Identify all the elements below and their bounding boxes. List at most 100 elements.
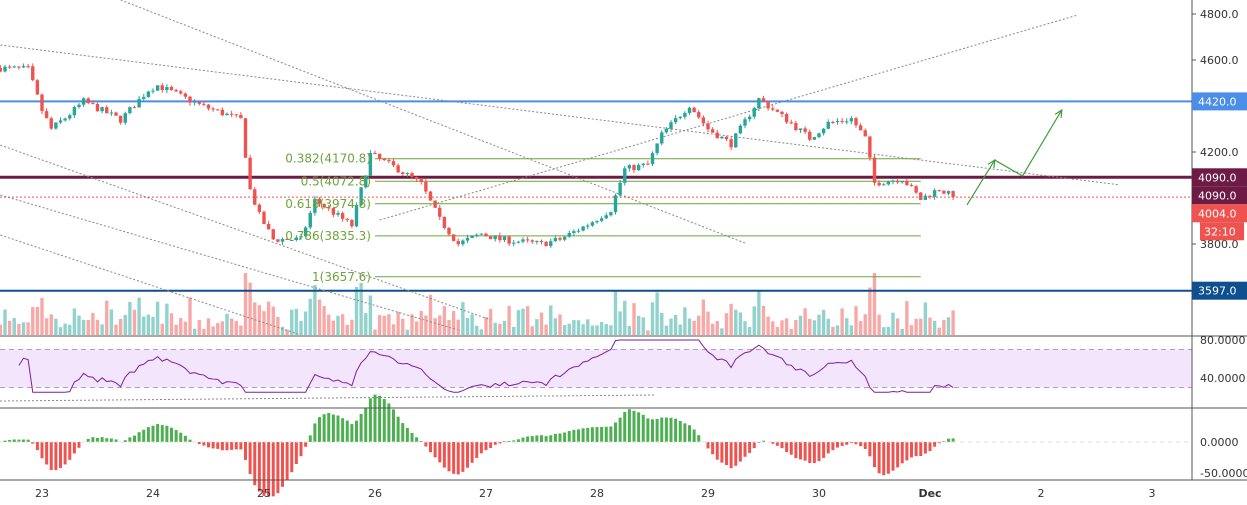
macd-histogram-bar: [637, 412, 641, 442]
candle-body: [387, 160, 391, 162]
candle-body: [669, 122, 673, 129]
drawings[interactable]: [0, 0, 1192, 335]
candle-body: [419, 179, 423, 182]
volume-bar: [183, 321, 188, 335]
macd-histogram-bar: [225, 442, 229, 451]
volume-bar: [761, 305, 766, 335]
volume-bar: [336, 315, 340, 335]
volume-bar: [932, 320, 937, 335]
volume-bar: [68, 324, 72, 335]
volume-bar: [179, 318, 183, 335]
volume-bar: [475, 325, 479, 335]
candle-body: [599, 218, 604, 221]
candle-body: [858, 125, 863, 131]
volume-bar: [697, 315, 701, 335]
candle-body: [54, 122, 58, 129]
volume-bar: [419, 311, 423, 335]
volume-bar: [738, 312, 743, 335]
candle-body: [794, 122, 798, 130]
candle-body: [521, 239, 525, 242]
fib-level-label: 0.382(4170.8): [285, 152, 371, 166]
volume-bar: [590, 325, 595, 335]
volume-bar: [521, 308, 525, 335]
candle-body: [914, 186, 918, 193]
volume-bar: [498, 323, 502, 335]
candle-body: [512, 242, 516, 244]
macd-histogram-bar: [660, 417, 664, 442]
volume-bar: [757, 291, 761, 335]
volume-bar: [937, 327, 941, 335]
candle-body: [165, 87, 169, 91]
volume-bar: [849, 325, 854, 335]
candle-body: [377, 153, 382, 159]
candle-body: [456, 241, 460, 245]
macd-histogram-bar: [105, 438, 109, 442]
macd-histogram-bar: [577, 429, 580, 442]
macd-histogram-bar: [49, 442, 53, 470]
candle-body: [188, 96, 192, 103]
volume-bar: [567, 323, 571, 335]
macd-histogram-bar: [433, 442, 437, 458]
candle-body: [484, 233, 488, 237]
candle-body: [414, 176, 419, 180]
volume-bar: [646, 330, 650, 335]
candle-body: [775, 109, 780, 112]
macd-histogram-bar: [836, 442, 839, 448]
macd-histogram-bar: [179, 432, 183, 442]
volume-bar: [118, 318, 123, 335]
candle-body: [877, 182, 881, 186]
volume-bar: [146, 314, 151, 335]
volume-bar: [225, 313, 229, 335]
volume-bar: [91, 312, 95, 335]
candle-body: [206, 104, 211, 109]
volume-bar: [701, 299, 706, 335]
candle-body: [891, 180, 895, 182]
macd-histogram-bar: [12, 439, 16, 442]
macd-histogram-bar: [572, 429, 576, 442]
volume-bar: [243, 273, 248, 335]
candle-body: [299, 236, 303, 238]
volume-bar: [359, 282, 363, 335]
candle-body: [553, 238, 558, 242]
candle-body: [812, 137, 817, 140]
macd-histogram-bar: [322, 414, 326, 442]
fib-level-label: 0.5(4072.8): [301, 174, 371, 188]
candle-body: [641, 163, 645, 165]
candle-body: [118, 115, 123, 123]
volume-bar: [891, 312, 895, 335]
volume-bar: [44, 318, 49, 335]
candle-body: [475, 234, 479, 236]
volume-bar: [877, 314, 881, 335]
candle-body: [683, 112, 687, 117]
macd-histogram-bar: [498, 442, 502, 444]
candle-body: [507, 236, 511, 244]
volume-bar: [451, 311, 456, 335]
macd-histogram-bar: [748, 442, 752, 453]
volume-bar: [525, 306, 530, 335]
volume-bar: [951, 310, 955, 335]
macd-histogram-bar: [868, 442, 872, 457]
volume-bar: [428, 294, 433, 335]
candle-body: [849, 118, 854, 122]
candle-body: [687, 107, 692, 113]
macd-histogram-bar: [512, 440, 516, 442]
volume-bar: [465, 318, 470, 335]
candle-body: [174, 89, 178, 92]
macd-histogram-bar: [600, 426, 604, 442]
candle-body: [451, 234, 456, 242]
macd-histogram-bar: [183, 435, 187, 442]
candle-body: [808, 131, 812, 140]
macd-histogram-bar: [896, 442, 900, 468]
volume-bar: [340, 314, 345, 335]
macd-histogram-bar: [627, 409, 631, 442]
candle-body: [382, 158, 386, 161]
macd-histogram-bar: [919, 442, 923, 457]
volume-bar: [276, 316, 280, 335]
macd-histogram-bar: [45, 442, 49, 465]
volume-bar: [438, 315, 442, 335]
candle-body: [405, 173, 410, 175]
candle-body: [516, 241, 521, 243]
macd-histogram-bar: [697, 435, 701, 442]
candle-body: [734, 133, 738, 148]
